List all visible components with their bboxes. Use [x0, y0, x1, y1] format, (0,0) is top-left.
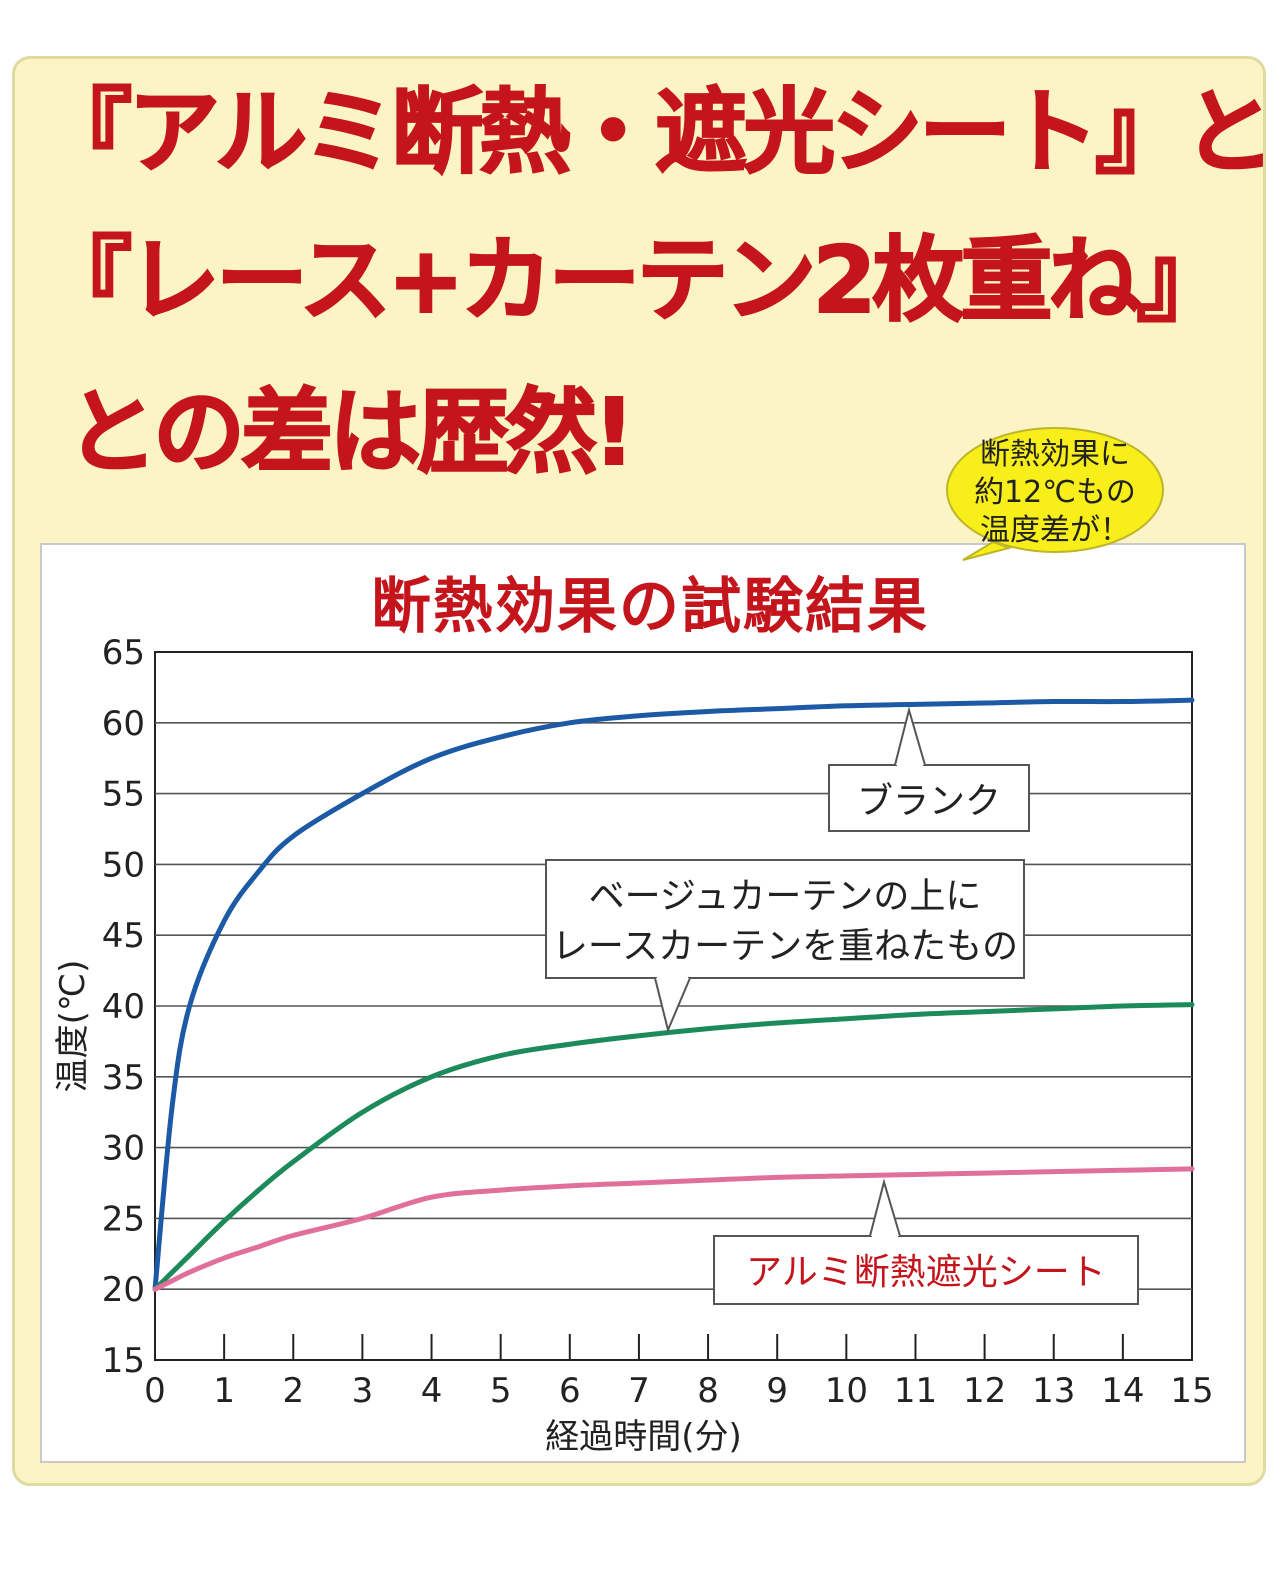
x-tick-label: 0 — [144, 1371, 166, 1411]
callout-line-1: 断熱効果に — [980, 437, 1130, 472]
headline-line-1: 『アルミ断熱・遮光シート』と — [39, 78, 1276, 187]
x-tick-label: 14 — [1101, 1371, 1144, 1411]
annotation-blank-box — [828, 764, 1030, 832]
x-tick-label: 3 — [352, 1371, 374, 1411]
y-tick-label: 65 — [102, 633, 145, 673]
x-axis-label: 経過時間(分) — [545, 1417, 742, 1457]
annotation-alumi-box — [713, 1235, 1139, 1305]
y-tick-label: 60 — [102, 704, 145, 744]
annotation-blank-text: ブランク — [857, 781, 1001, 822]
series-line-3 — [152, 1166, 1195, 1292]
y-tick-label: 15 — [102, 1341, 145, 1381]
y-tick-label: 45 — [102, 916, 145, 956]
headline-line-2: 『レース+カーテン2枚重ね』 — [39, 226, 1229, 335]
x-tick-label: 5 — [490, 1371, 512, 1411]
y-tick-label: 25 — [102, 1199, 145, 1239]
x-tick-label: 13 — [1032, 1371, 1075, 1411]
y-tick-label: 30 — [102, 1129, 145, 1169]
y-tick-label: 50 — [102, 845, 145, 885]
annotation-curtain-text: ベージュカーテンの上に — [589, 876, 982, 917]
speech-bubble-shape — [946, 427, 1164, 561]
x-tick-label: 1 — [213, 1371, 235, 1411]
annotation-curtain-box — [545, 859, 1025, 979]
x-tick-label: 11 — [894, 1371, 937, 1411]
y-axis-label: 温度(℃) — [53, 960, 93, 1093]
y-tick-label: 35 — [102, 1058, 145, 1098]
x-tick-label: 15 — [1170, 1371, 1213, 1411]
headline-line-3: との差は歴然! — [65, 378, 636, 487]
y-tick-label: 20 — [102, 1270, 145, 1310]
chart-title: 断熱効果の試験結果 — [371, 572, 929, 642]
x-tick-label: 8 — [697, 1371, 719, 1411]
annotation-alumi-pointer — [869, 1178, 901, 1237]
x-tick-label: 6 — [559, 1371, 581, 1411]
x-tick-label: 12 — [963, 1371, 1006, 1411]
x-tick-label: 2 — [282, 1371, 304, 1411]
x-tick-label: 10 — [825, 1371, 868, 1411]
callout-line-3: 温度差が！ — [980, 513, 1130, 548]
x-tick-label: 7 — [628, 1371, 650, 1411]
annotation-curtain-pointer — [654, 977, 691, 1034]
y-tick-label: 40 — [102, 987, 145, 1027]
x-tick-label: 9 — [766, 1371, 788, 1411]
callout-line-2: 約12℃もの — [974, 475, 1136, 510]
series-line-1 — [152, 697, 1195, 1292]
annotation-blank-pointer — [894, 706, 926, 766]
annotation-curtain-text: レースカーテンを重ねたもの — [552, 926, 1018, 967]
annotation-alumi-text: アルミ断熱遮光シート — [746, 1252, 1106, 1293]
series-line-2 — [152, 1002, 1195, 1292]
x-tick-label: 4 — [421, 1371, 443, 1411]
y-tick-label: 55 — [102, 775, 145, 815]
